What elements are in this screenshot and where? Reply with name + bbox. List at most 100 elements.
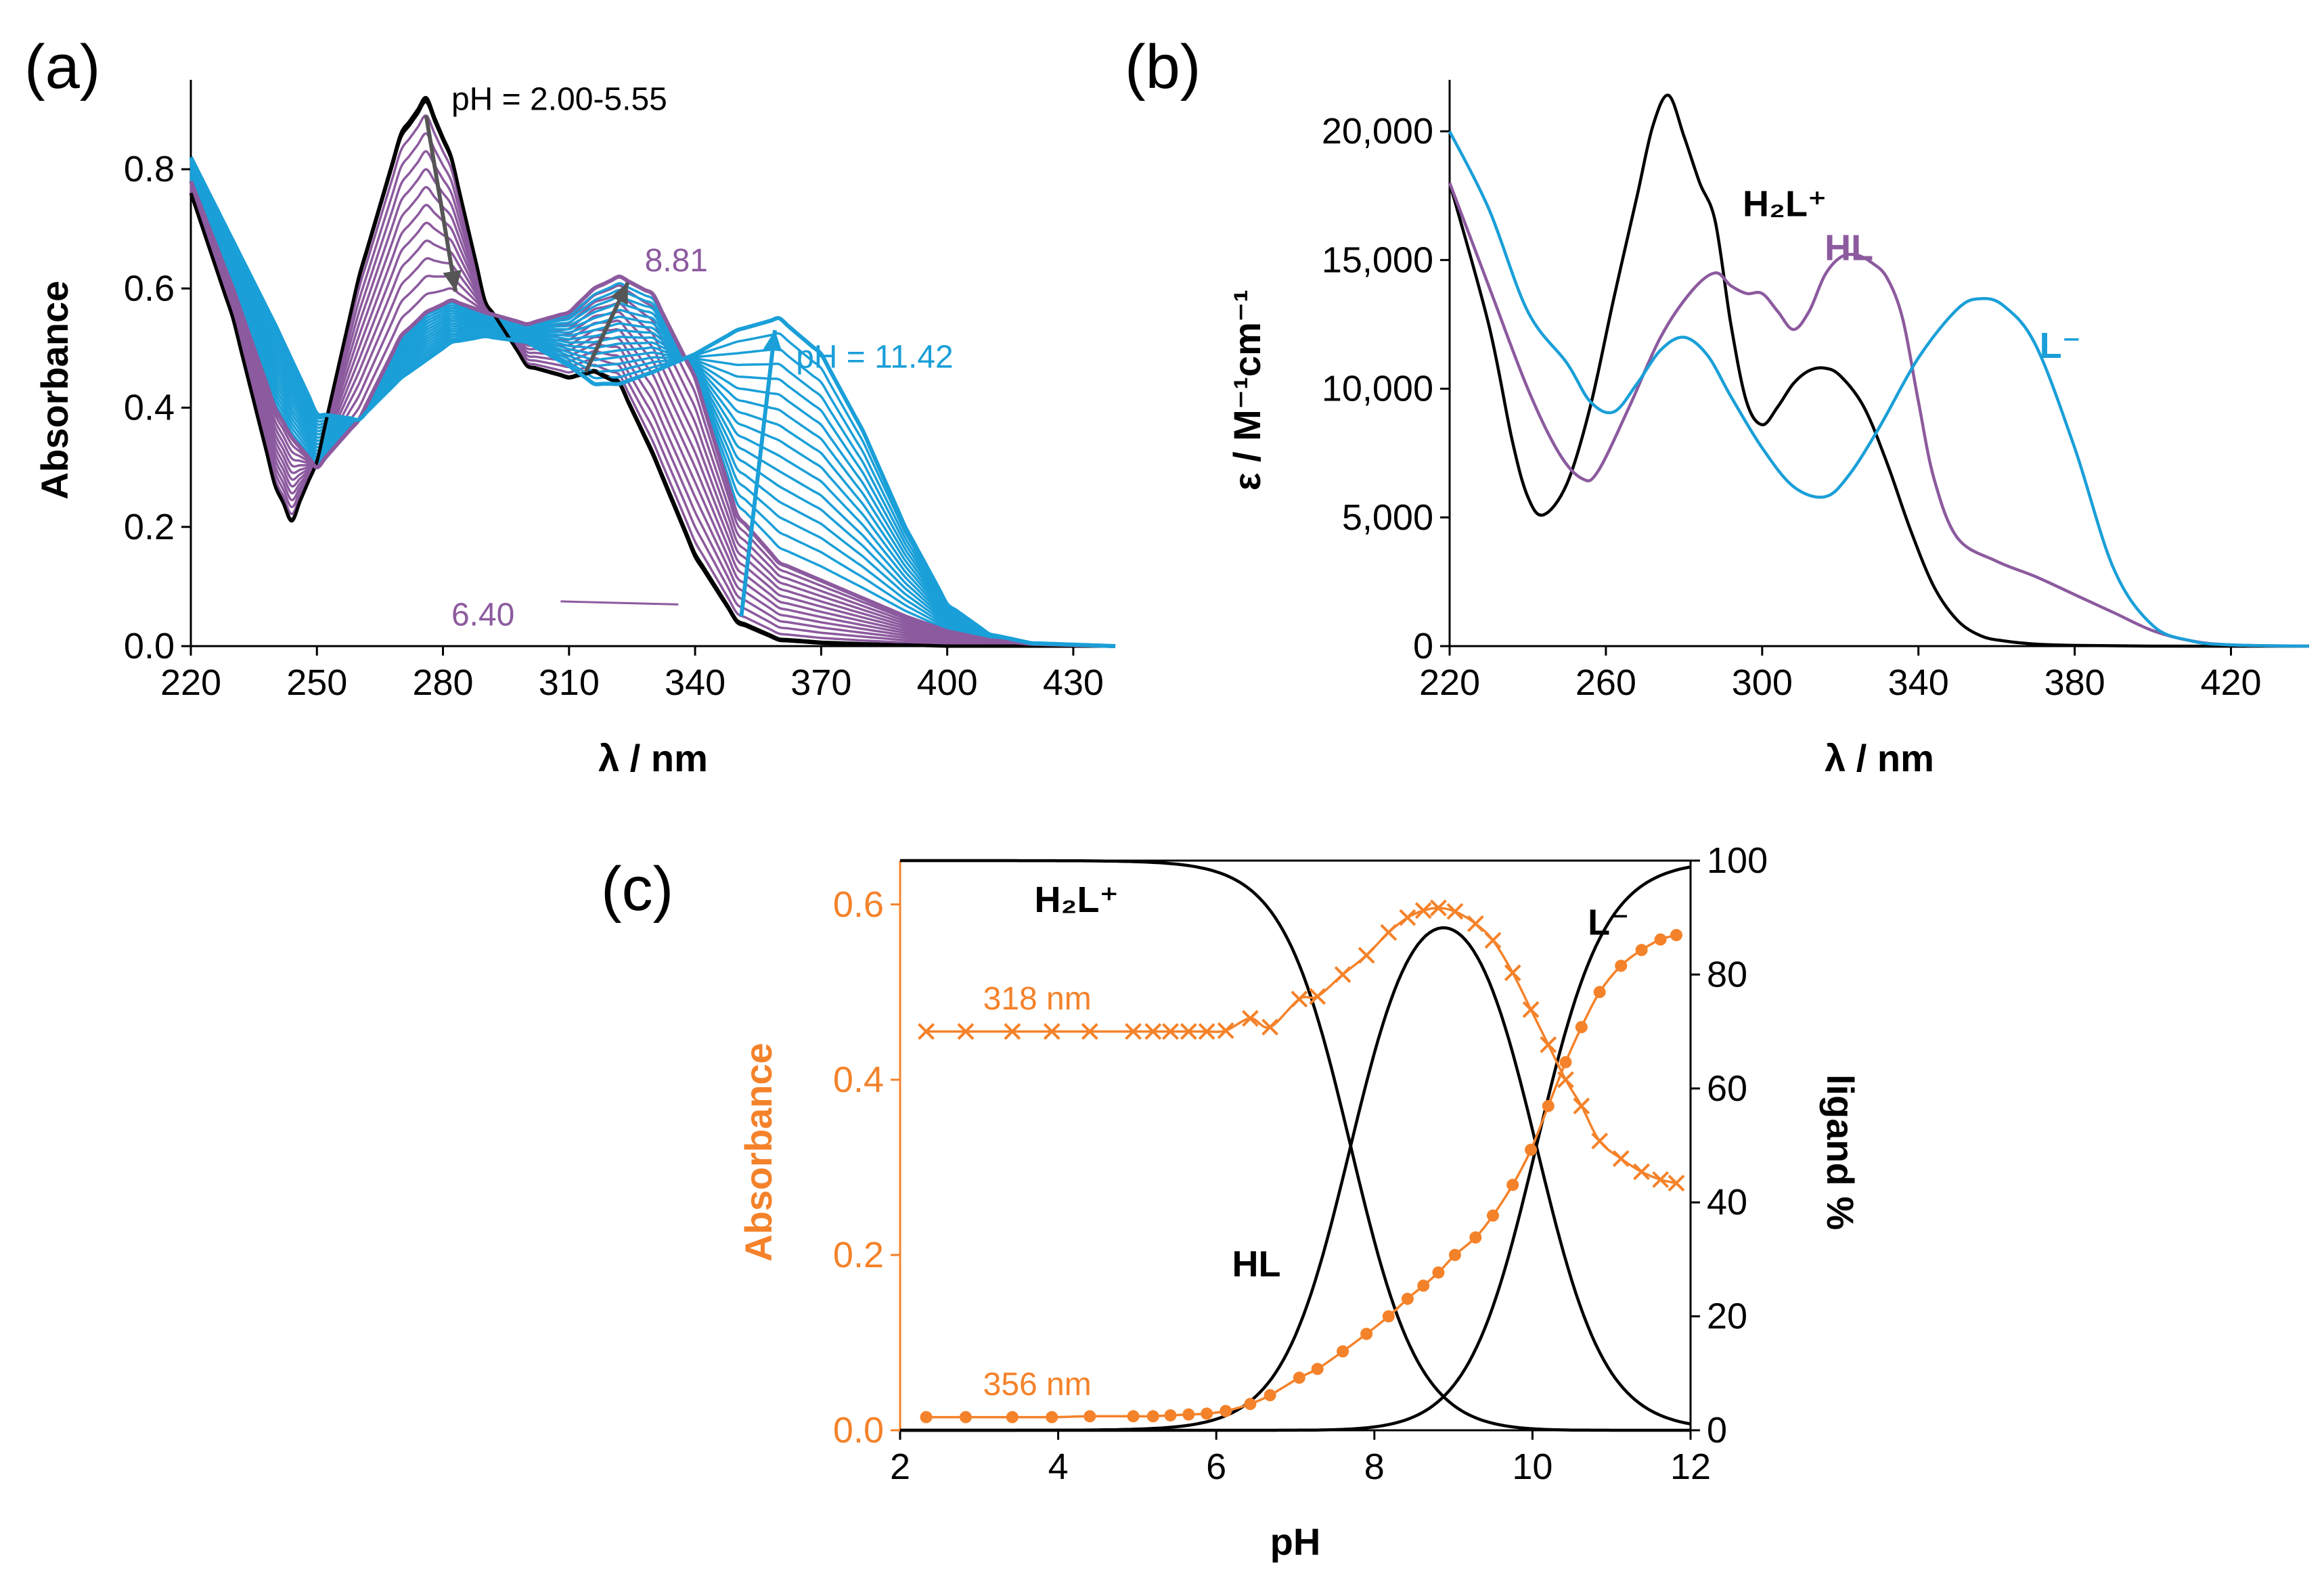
- c-point-356: [1083, 1410, 1096, 1423]
- b-series-h2l: [1448, 93, 2310, 648]
- c-point-318: [1162, 1023, 1179, 1041]
- c-fit-318: [926, 907, 1677, 1185]
- b-label-hl: HL: [1825, 227, 1873, 268]
- c-y-axis-title: Absorbance: [737, 1043, 780, 1262]
- b-series-l: [1448, 131, 2310, 648]
- c-point-318: [1540, 1036, 1557, 1053]
- c-label-l: L⁻: [1588, 902, 1630, 942]
- c-point-318: [1668, 1175, 1685, 1192]
- c-point-356: [1417, 1279, 1430, 1292]
- c-y2-tick-label: 80: [1707, 954, 1747, 995]
- c-point-356: [1401, 1292, 1414, 1305]
- a-x-tick-label: 340: [665, 662, 725, 703]
- a-x-tick-label: 250: [286, 662, 347, 703]
- b-x-tick-label: 260: [1576, 662, 1636, 703]
- panel-b: (b) 220 260 300 340 380 420 0 5,000 10,000 15,000 2…: [1125, 32, 2310, 779]
- a-ann-640-leader: [560, 600, 679, 606]
- a-arrow-276-head: [443, 269, 462, 292]
- a-spectrum-hl: [189, 180, 1116, 648]
- c-point-318: [1429, 899, 1447, 917]
- a-x-tick-label: 430: [1043, 662, 1104, 703]
- c-point-356: [1559, 1055, 1572, 1068]
- c-point-318: [1399, 909, 1416, 926]
- a-arrow-316-head: [610, 282, 628, 305]
- c-point-318: [1261, 1018, 1279, 1036]
- b-y-tick-label: 5,000: [1342, 497, 1433, 538]
- a-y-tick-label: 0.4: [124, 388, 175, 428]
- b-x-tick-label: 220: [1419, 662, 1480, 703]
- c-species-h2l: [900, 859, 1691, 1432]
- a-ann-acid: pH = 2.00-5.55: [451, 81, 667, 117]
- c-point-318: [1291, 991, 1308, 1008]
- c-y2-axis-title: ligand %: [1819, 1074, 1862, 1230]
- c-point-356: [1006, 1411, 1019, 1424]
- b-label-h2l: H₂L⁺: [1743, 184, 1827, 225]
- b-x-axis-title: λ / nm: [1825, 737, 1934, 779]
- a-y-tick-label: 0.8: [124, 149, 175, 189]
- c-y2-tick-label: 100: [1707, 840, 1768, 881]
- c-label-hl: HL: [1232, 1244, 1281, 1285]
- c-point-318: [1467, 915, 1484, 932]
- c-point-318: [1573, 1097, 1590, 1115]
- c-point-318: [1180, 1023, 1197, 1041]
- c-point-318: [1633, 1163, 1650, 1181]
- c-point-318: [1309, 988, 1326, 1005]
- a-x-tick-label: 280: [412, 662, 473, 703]
- c-point-318: [1081, 1023, 1098, 1041]
- panel-label-b: (b): [1125, 32, 1201, 101]
- c-y2-tick-label: 20: [1707, 1296, 1747, 1337]
- c-x-tick-label: 10: [1512, 1447, 1552, 1487]
- c-y2-tick-label: 40: [1707, 1182, 1747, 1223]
- c-x-tick-label: 8: [1364, 1447, 1385, 1487]
- c-x-tick-label: 4: [1048, 1447, 1069, 1487]
- c-point-356: [1264, 1389, 1276, 1402]
- c-point-356: [1382, 1310, 1395, 1323]
- c-point-318: [1522, 1001, 1540, 1018]
- c-point-356: [1615, 959, 1628, 972]
- a-x-tick-label: 310: [539, 662, 600, 703]
- c-point-318: [1414, 902, 1432, 919]
- a-arrow-276: [424, 115, 458, 292]
- c-point-318: [957, 1023, 975, 1041]
- panel-c: (c) 2 4 6 8 10 12 0.0 0.2 0.4 0.6 0 20 40 60 80 100 pH Abs…: [601, 840, 1862, 1563]
- c-point-356: [1448, 1248, 1461, 1261]
- c-x-tick-label: 12: [1670, 1447, 1711, 1487]
- a-y-tick-label: 0.0: [124, 626, 175, 666]
- c-point-318: [1446, 903, 1464, 920]
- c-point-318: [1043, 1023, 1060, 1041]
- c-point-356: [1432, 1266, 1445, 1279]
- c-point-356: [1670, 929, 1682, 942]
- c-y-tick-label: 0.0: [833, 1410, 884, 1451]
- c-label-318: 318 nm: [983, 981, 1092, 1017]
- c-point-318: [1144, 1023, 1162, 1041]
- c-point-318: [1217, 1022, 1234, 1039]
- a-x-tick-label: 220: [160, 662, 221, 703]
- a-ann-881: 8.81: [645, 243, 708, 279]
- a-ann-640: 6.40: [451, 597, 514, 633]
- c-point-318: [1504, 964, 1521, 982]
- c-point-356: [920, 1411, 933, 1424]
- a-x-tick-label: 370: [790, 662, 851, 703]
- b-x-tick-label: 380: [2044, 662, 2105, 703]
- c-point-318: [1004, 1023, 1021, 1041]
- a-x-tick-label: 400: [917, 662, 978, 703]
- a-spectrum-h2l: [189, 95, 1115, 648]
- a-spectrum-purple: [189, 114, 1115, 647]
- a-y-axis-title: Absorbance: [33, 281, 76, 500]
- c-point-356: [1293, 1371, 1305, 1384]
- b-label-l: L⁻: [2040, 325, 2082, 366]
- c-point-356: [1635, 944, 1648, 957]
- panel-label-a: (a): [24, 32, 100, 101]
- b-y-tick-label: 20,000: [1322, 111, 1433, 152]
- a-arrow-356-head: [763, 330, 782, 352]
- c-y-tick-label: 0.6: [833, 884, 884, 925]
- b-y-axis-title: ε / M⁻¹cm⁻¹: [1226, 290, 1268, 491]
- c-x-tick-label: 6: [1206, 1447, 1226, 1487]
- panel-a: (a) 220 250 280 310 340 370 400 430 0.0 0.2 0.4 0.6 0…: [24, 32, 1116, 779]
- c-point-356: [1593, 986, 1606, 999]
- c-point-356: [1201, 1407, 1213, 1420]
- c-point-356: [1146, 1410, 1159, 1423]
- c-y2-tick-label: 60: [1707, 1068, 1747, 1109]
- c-point-318: [1358, 947, 1375, 964]
